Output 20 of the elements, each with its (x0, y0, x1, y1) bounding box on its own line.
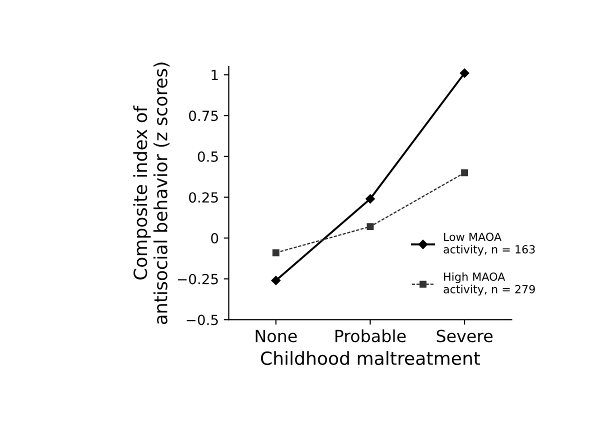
point (461, 169, 468, 176)
point (365, 194, 376, 204)
point (366, 223, 374, 230)
x-tick-label: None (256, 330, 297, 342)
y-tick-label: 0 (211, 233, 218, 244)
x-tick-label: Severe (436, 330, 492, 342)
point (272, 249, 280, 256)
legend-label: Low MAOA activity, n = 163 (444, 232, 535, 256)
y-axis-title: Composite index of antisocial behavior (z scores) (133, 62, 170, 324)
y-tick-label: 0.75 (189, 110, 218, 122)
y-tick-label: −0.25 (178, 274, 218, 284)
y-tick-label: −0.5 (186, 314, 218, 326)
x-axis-title: Childhood maltreatment (260, 351, 480, 366)
y-tick-label: 1 (212, 70, 218, 80)
x-tick-label: Probable (336, 329, 406, 342)
y-tick-label: 0.5 (198, 151, 218, 162)
point (271, 276, 281, 286)
y-tick-label: 0.25 (189, 192, 218, 203)
legend-label: High MAOA activity, n = 279 (444, 272, 535, 296)
point (460, 68, 470, 78)
